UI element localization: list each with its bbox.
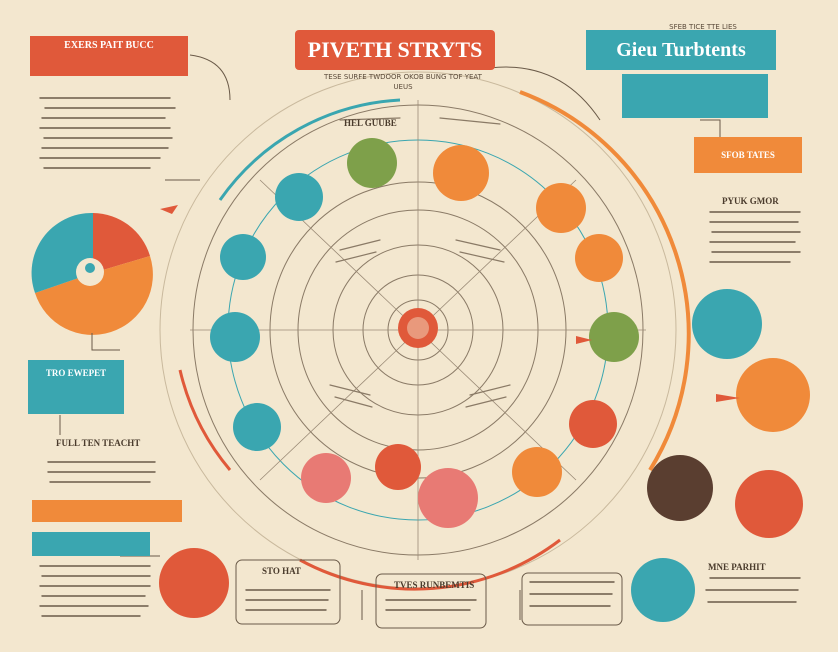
- orange-arc: [519, 90, 691, 472]
- bottom-box-b-frame: [375, 573, 487, 629]
- main-subtitle: TESE SURFE TWDOOR OKOB BUNG TOF YEAT UEU…: [324, 73, 482, 91]
- bottom-box-b-title: TVES RUNBEMTIS: [394, 580, 475, 590]
- bottom-red-circle: [159, 548, 229, 618]
- red-arc-bottom: [299, 538, 561, 591]
- node-green-right: [589, 312, 639, 362]
- left-note-heading: FULL TEN TEACHT: [56, 438, 141, 448]
- right-title-ribbon: Gieu Turbtents: [586, 30, 776, 70]
- right-title: Gieu Turbtents: [616, 39, 746, 61]
- right-small-text: SFEB TICE TTE LIES: [669, 23, 737, 31]
- bottom-box-c-title: MNE PARHIT: [708, 562, 766, 572]
- node-pink-bottom: [301, 453, 351, 503]
- bottom-teal-circle: [631, 558, 695, 622]
- right-brown-circle: [647, 455, 713, 521]
- teal-tag: TRO EWEPET: [28, 360, 124, 414]
- main-title-ribbon: PIVETH STRYTS: [295, 30, 495, 70]
- main-title: PIVETH STRYTS: [307, 37, 483, 62]
- node-orange-right: [575, 234, 623, 282]
- red-arc-left: [178, 369, 232, 471]
- right-red-circle: [735, 470, 803, 538]
- top-arc-heading: HEL GUUBE: [344, 118, 397, 128]
- node-pink-center: [418, 468, 478, 528]
- teal-tag-label: TRO EWEPET: [45, 368, 107, 378]
- node-orange-top: [433, 145, 489, 201]
- right-note-heading: PYUK GMOR: [722, 196, 779, 206]
- node-teal-mid: [210, 312, 260, 362]
- left-orange-strip: [32, 500, 182, 522]
- orbit-nodes: [210, 138, 639, 528]
- bottom-box-a-title: STO HAT: [262, 566, 301, 576]
- bottom-box-c-frame: [521, 572, 623, 626]
- node-red-bottom: [375, 444, 421, 490]
- pie-chart-icon: [31, 212, 153, 335]
- node-orange-bottom: [512, 447, 562, 497]
- node-green-top: [347, 138, 397, 188]
- left-banner: EXERS PAIT BUCC: [30, 36, 188, 76]
- right-teal-circle: [692, 289, 762, 359]
- node-teal-left: [275, 173, 323, 221]
- right-orange-circle: [736, 358, 810, 432]
- left-banner-title: EXERS PAIT BUCC: [64, 40, 154, 51]
- orange-tag-label: SFOB TATES: [721, 150, 775, 160]
- orange-tag: SFOB TATES: [694, 137, 802, 173]
- node-red-right: [569, 400, 617, 448]
- left-teal-strip: [32, 532, 150, 556]
- teal-arc: [218, 98, 401, 201]
- right-teal-block: [622, 74, 768, 118]
- bottom-box-a-frame: [235, 559, 341, 625]
- node-teal-left2: [220, 234, 266, 280]
- node-teal-low: [233, 403, 281, 451]
- node-orange-right2: [536, 183, 586, 233]
- center-hub: [398, 308, 438, 348]
